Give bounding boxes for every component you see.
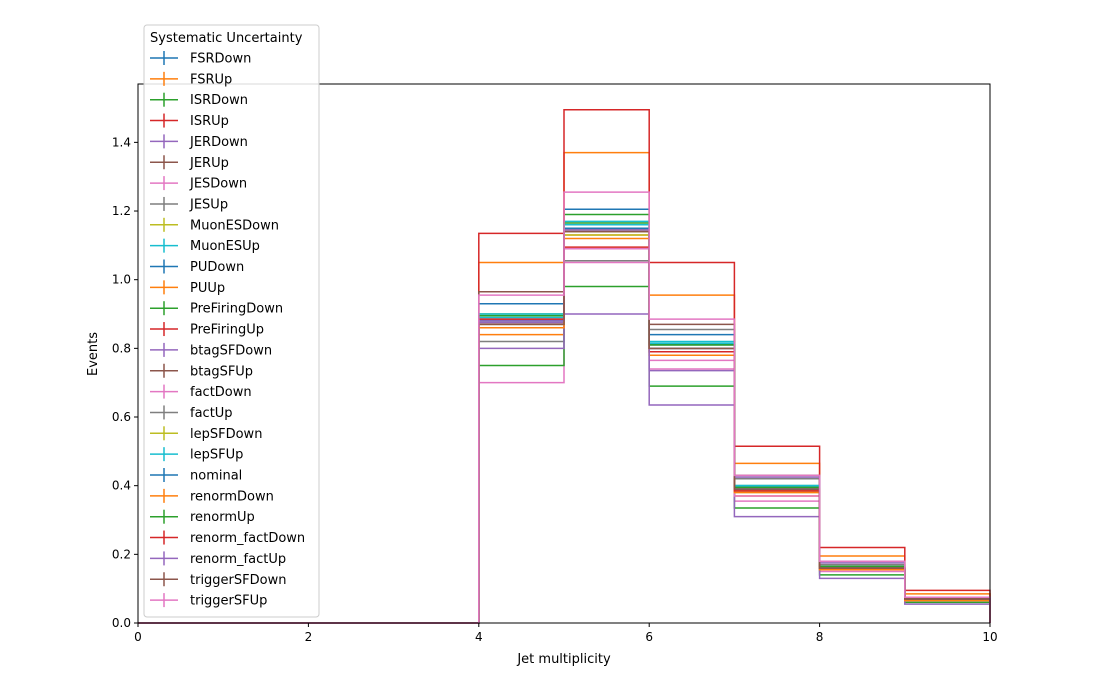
legend-label: JESUp <box>189 197 228 212</box>
legend-label: PreFiringDown <box>190 302 283 317</box>
legend-label: triggerSFUp <box>190 594 267 609</box>
legend-label: ISRUp <box>190 114 229 129</box>
legend-label: MuonESDown <box>190 218 279 233</box>
legend-entry-btagSFDown: btagSFDown <box>150 342 272 358</box>
legend-entry-PUDown: PUDown <box>150 259 244 275</box>
legend-label: PUDown <box>190 260 244 275</box>
legend-label: FSRUp <box>190 72 232 87</box>
legend-items: FSRDown FSRUp ISRDown ISRUp JERDown JERUp JESD… <box>150 51 305 609</box>
legend-entry-FSRDown: FSRDown <box>150 51 251 67</box>
y-tick-label: 0.0 <box>112 616 131 630</box>
legend-entry-lepSFDown: lepSFDown <box>150 426 262 442</box>
x-tick-label: 8 <box>816 630 824 644</box>
legend-entry-MuonESDown: MuonESDown <box>150 217 279 233</box>
legend-label: FSRDown <box>190 52 251 67</box>
legend-title: Systematic Uncertainty <box>150 31 303 46</box>
y-tick-label: 1.0 <box>112 273 131 287</box>
legend-label: lepSFUp <box>190 448 243 463</box>
x-axis-label: Jet multiplicity <box>516 652 611 667</box>
legend-entry-FSRUp: FSRUp <box>150 71 232 87</box>
x-axis: 0 2 4 6 8 10 <box>134 623 998 644</box>
x-tick-label: 10 <box>982 630 997 644</box>
x-tick-label: 4 <box>475 630 483 644</box>
y-axis: 0.0 0.2 0.4 0.6 0.8 1.0 1.2 1.4 <box>112 135 138 630</box>
legend-entry-triggerSFDown: triggerSFDown <box>150 572 286 588</box>
legend-label: renormUp <box>190 510 255 525</box>
legend-label: renorm_factUp <box>190 552 286 567</box>
legend-entry-PUUp: PUUp <box>150 280 225 296</box>
legend-entry-PreFiringUp: PreFiringUp <box>150 322 264 338</box>
legend-entry-renormDown: renormDown <box>150 488 274 504</box>
legend-label: ISRDown <box>190 93 248 108</box>
legend-label: renorm_factDown <box>190 531 305 546</box>
legend-entry-JERUp: JERUp <box>150 155 229 171</box>
legend-label: btagSFUp <box>190 364 253 379</box>
y-tick-label: 0.2 <box>112 547 131 561</box>
legend-label: JERUp <box>189 156 229 171</box>
legend-label: nominal <box>190 469 242 484</box>
y-tick-label: 1.2 <box>112 204 131 218</box>
legend-label: MuonESUp <box>190 239 260 254</box>
legend-entry-nominal: nominal <box>150 468 242 484</box>
x-tick-label: 2 <box>305 630 313 644</box>
legend-label: JERDown <box>189 135 248 150</box>
legend-label: JESDown <box>189 177 247 192</box>
legend-entry-factUp: factUp <box>150 405 233 421</box>
legend-entry-factDown: factDown <box>150 384 252 400</box>
legend-label: factUp <box>190 406 233 421</box>
legend-entry-renorm_factDown: renorm_factDown <box>150 530 305 546</box>
x-tick-label: 6 <box>645 630 653 644</box>
legend-box <box>143 24 320 618</box>
legend-label: factDown <box>190 385 252 400</box>
legend-label: PUUp <box>190 281 225 296</box>
legend-label: renormDown <box>190 489 274 504</box>
y-tick-label: 0.8 <box>112 341 131 355</box>
legend-entry-renorm_factUp: renorm_factUp <box>150 551 286 567</box>
legend-entry-lepSFUp: lepSFUp <box>150 447 243 463</box>
y-axis-label: Events <box>86 332 101 376</box>
y-tick-label: 0.6 <box>112 410 131 424</box>
legend-entry-JESDown: JESDown <box>150 176 247 192</box>
legend-label: triggerSFDown <box>190 573 286 588</box>
legend-entry-btagSFUp: btagSFUp <box>150 363 253 379</box>
legend: Systematic Uncertainty FSRDown FSRUp ISRDo… <box>143 24 320 618</box>
legend-entry-triggerSFUp: triggerSFUp <box>150 593 267 609</box>
legend-entry-JESUp: JESUp <box>150 196 228 212</box>
legend-label: lepSFDown <box>190 427 262 442</box>
legend-entry-JERDown: JERDown <box>150 134 248 150</box>
legend-label: btagSFDown <box>190 343 272 358</box>
x-tick-label: 0 <box>134 630 142 644</box>
y-tick-label: 1.4 <box>112 135 131 149</box>
legend-entry-ISRDown: ISRDown <box>150 92 248 108</box>
legend-entry-PreFiringDown: PreFiringDown <box>150 301 283 317</box>
legend-entry-ISRUp: ISRUp <box>150 113 229 129</box>
y-tick-label: 0.4 <box>112 479 131 493</box>
legend-label: PreFiringUp <box>190 323 264 338</box>
plot-frame <box>137 83 991 624</box>
legend-entry-MuonESUp: MuonESUp <box>150 238 260 254</box>
legend-entry-renormUp: renormUp <box>150 509 255 525</box>
